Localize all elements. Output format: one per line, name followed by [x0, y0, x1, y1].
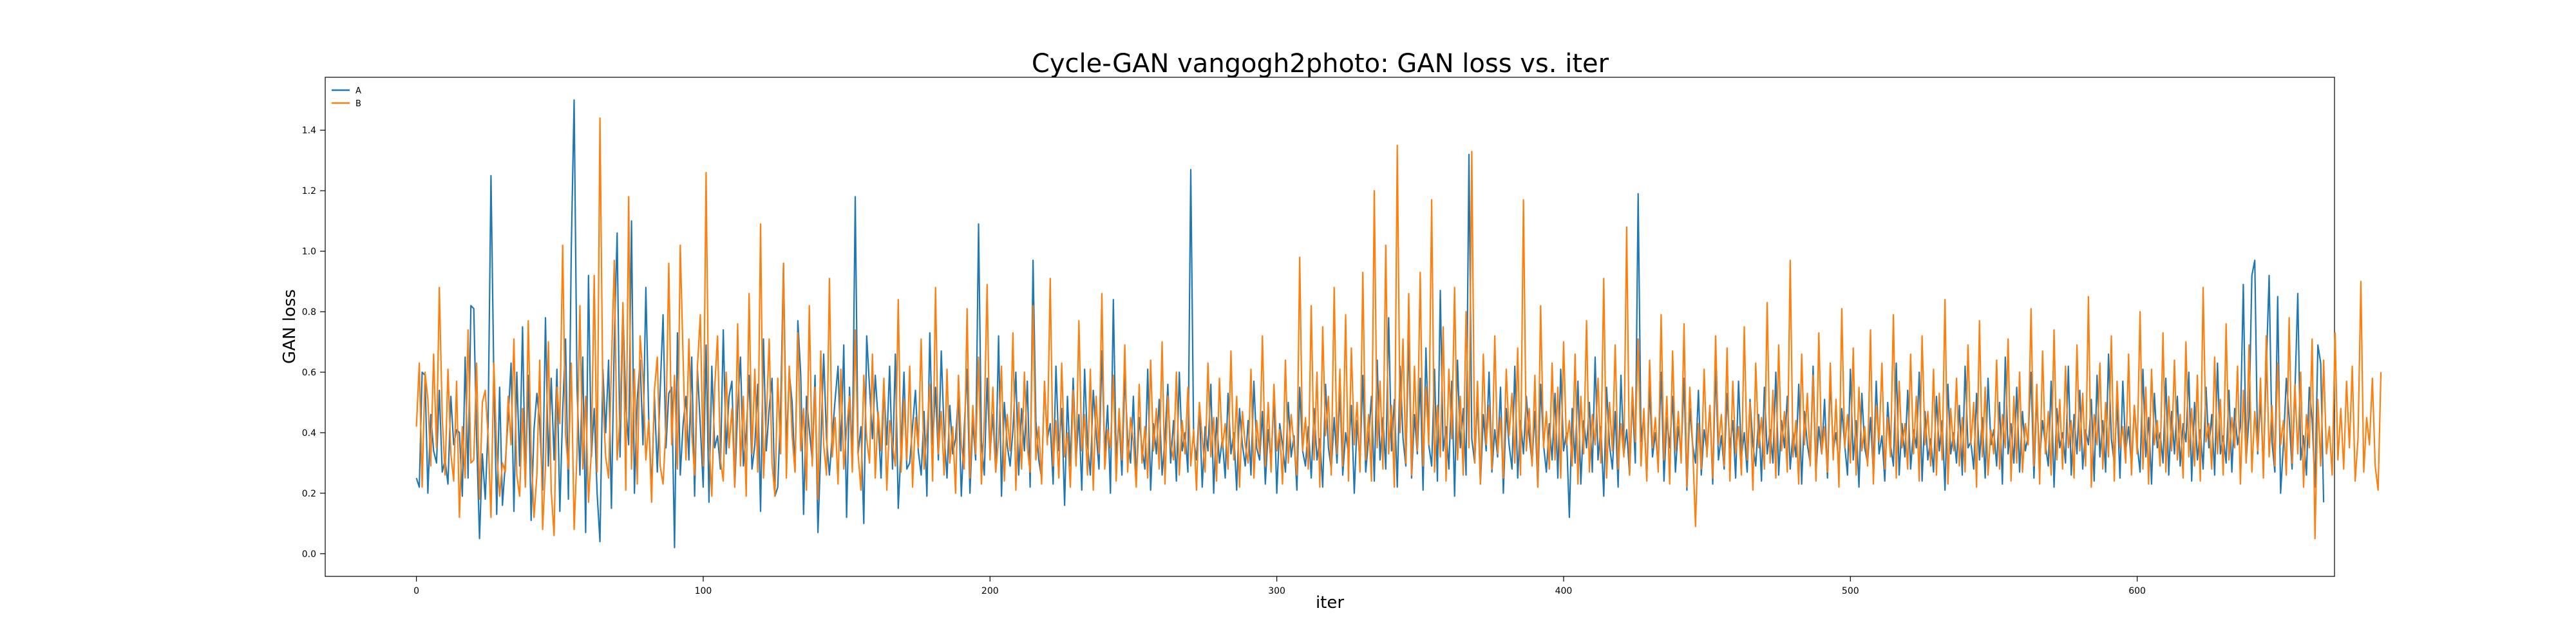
y-axis-ticks: 0.0 0.2 0.4 0.6 0.8 1.0 1.2 1.4: [302, 126, 325, 560]
x-tick-label: 400: [1555, 586, 1573, 596]
x-tick-label: 200: [981, 586, 999, 596]
y-tick-label: 0.4: [302, 428, 316, 439]
legend-label-b: B: [355, 99, 361, 109]
y-axis-label: GAN loss: [280, 289, 299, 364]
y-tick-label: 0.6: [302, 368, 316, 378]
x-tick-label: 0: [413, 586, 419, 596]
plot-area: 0 100 200 300 400 500 600 0.0 0.2 0.4 0.6 0.8 1.0 1.…: [302, 77, 2382, 596]
y-tick-label: 1.0: [302, 247, 316, 257]
legend-label-a: A: [355, 86, 361, 96]
y-tick-label: 0.2: [302, 489, 316, 499]
x-axis-ticks: 0 100 200 300 400 500 600: [413, 576, 2146, 596]
series-line-a: [415, 99, 2325, 549]
chart-title: Cycle-GAN vangogh2photo: GAN loss vs. it…: [1032, 49, 1609, 79]
plot-frame: [325, 77, 2335, 577]
y-tick-label: 0.0: [302, 549, 316, 560]
legend: A B: [332, 86, 361, 109]
x-axis-label: iter: [1316, 593, 1344, 612]
y-tick-label: 1.4: [302, 126, 316, 136]
x-tick-label: 100: [695, 586, 712, 596]
x-tick-label: 600: [2128, 586, 2146, 596]
y-tick-label: 0.8: [302, 307, 316, 317]
series-layer: [415, 99, 2382, 549]
series-line-b: [415, 117, 2382, 540]
y-tick-label: 1.2: [302, 186, 316, 196]
x-tick-label: 300: [1268, 586, 1285, 596]
x-tick-label: 500: [1842, 586, 1859, 596]
